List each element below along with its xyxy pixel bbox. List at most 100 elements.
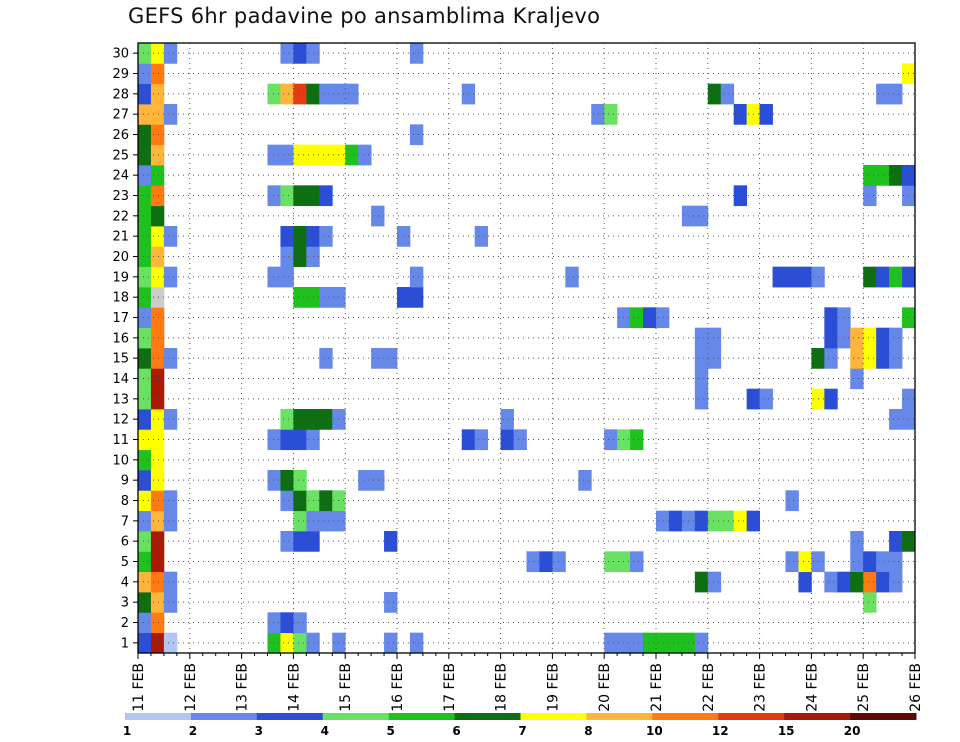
y-tick-label: 9 xyxy=(121,474,129,489)
heatmap-cell xyxy=(138,185,152,207)
heatmap-cell xyxy=(876,348,890,369)
y-tick-label: 1 xyxy=(121,636,129,651)
heatmap-cell xyxy=(668,632,683,654)
heatmap-cell xyxy=(150,368,165,390)
heatmap-cell xyxy=(513,429,527,451)
x-tick-label: 19 FEB xyxy=(545,663,561,712)
heatmap-cell xyxy=(824,348,838,369)
heatmap-cell xyxy=(630,632,644,654)
heatmap-cell xyxy=(138,348,152,369)
heatmap-cell xyxy=(707,348,722,369)
heatmap-cell xyxy=(876,266,890,288)
heatmap-cell xyxy=(267,429,281,451)
legend-tick-label: 12 xyxy=(712,724,729,738)
x-tick-label: 20 FEB xyxy=(597,663,613,712)
y-tick-label: 11 xyxy=(112,433,129,448)
y-tick-label: 26 xyxy=(112,128,129,143)
heatmap-cell xyxy=(163,226,178,247)
heatmap-cell xyxy=(876,83,890,105)
heatmap-cell xyxy=(280,266,294,288)
heatmap-cell xyxy=(138,470,152,491)
legend-swatch xyxy=(454,713,521,720)
y-tick-label: 30 xyxy=(112,47,129,62)
heatmap-cell xyxy=(280,490,294,512)
heatmap-cell xyxy=(863,185,877,207)
heatmap-cell xyxy=(267,612,281,634)
heatmap-cell xyxy=(565,266,579,288)
heatmap-cell xyxy=(876,571,890,593)
heatmap-cell xyxy=(409,287,424,308)
y-tick-label: 23 xyxy=(112,189,129,204)
heatmap-cell xyxy=(293,531,307,552)
heatmap-cell xyxy=(138,409,152,430)
heatmap-cell xyxy=(280,185,294,207)
heatmap-cell xyxy=(138,571,152,593)
heatmap-cell xyxy=(824,388,838,410)
heatmap-cell xyxy=(785,490,799,512)
legend-tick-label: 2 xyxy=(189,724,197,738)
legend-swatch xyxy=(520,713,587,720)
y-tick-label: 25 xyxy=(112,148,129,163)
heatmap-cell xyxy=(150,490,165,512)
x-tick-label: 26 FEB xyxy=(908,663,924,712)
heatmap-cell xyxy=(138,449,152,471)
heatmap-cell xyxy=(863,571,877,593)
heatmap-cell xyxy=(384,531,398,552)
heatmap-cell xyxy=(785,266,799,288)
heatmap-cell xyxy=(138,388,152,410)
heatmap-cell xyxy=(280,470,294,491)
heatmap-cell xyxy=(500,409,514,430)
heatmap-cell xyxy=(345,144,359,166)
heatmap-cell xyxy=(759,104,773,125)
heatmap-cell xyxy=(409,266,424,288)
heatmap-cell xyxy=(552,551,566,573)
legend-tick-label: 7 xyxy=(518,724,526,738)
heatmap-cell xyxy=(138,632,152,654)
heatmap-cell xyxy=(384,632,398,654)
heatmap-cell xyxy=(138,165,152,186)
heatmap-cell xyxy=(138,266,152,288)
heatmap-cell xyxy=(150,63,165,85)
heatmap-cell xyxy=(668,510,683,532)
heatmap-cell xyxy=(319,226,333,247)
heatmap-cell xyxy=(150,571,165,593)
heatmap-cell xyxy=(539,551,553,573)
heatmap-cell xyxy=(656,510,670,532)
y-tick-label: 10 xyxy=(112,453,129,468)
heatmap-cell xyxy=(733,510,748,532)
x-tick-label: 24 FEB xyxy=(804,663,820,712)
heatmap-cell xyxy=(163,409,178,430)
heatmap-cell xyxy=(138,246,152,268)
heatmap-cell xyxy=(150,409,165,430)
heatmap-cell xyxy=(694,510,709,532)
heatmap-cell xyxy=(267,144,281,166)
heatmap-cell xyxy=(150,266,165,288)
heatmap-cell xyxy=(150,327,165,349)
heatmap-cell xyxy=(604,551,618,573)
heatmap-cell xyxy=(267,470,281,491)
heatmap-cell xyxy=(358,144,372,166)
heatmap-cell xyxy=(293,632,307,654)
y-tick-label: 21 xyxy=(112,230,129,245)
heatmap-cell xyxy=(138,205,152,227)
y-tick-label: 29 xyxy=(112,67,129,82)
heatmap-cell xyxy=(293,83,307,105)
heatmap-cell xyxy=(138,124,152,146)
legend-swatch xyxy=(322,713,390,720)
heatmap-cell xyxy=(138,551,152,573)
heatmap-cell xyxy=(889,348,903,369)
heatmap-cell xyxy=(863,551,877,573)
heatmap-cell xyxy=(850,551,864,573)
heatmap-cell xyxy=(863,266,877,288)
heatmap-cell xyxy=(138,307,152,329)
heatmap-cell xyxy=(319,144,333,166)
y-tick-label: 12 xyxy=(112,413,129,428)
x-tick-label: 14 FEB xyxy=(286,663,302,712)
legend-swatch xyxy=(388,713,456,720)
heatmap-cell xyxy=(138,612,152,634)
heatmap-cell xyxy=(772,266,786,288)
heatmap-cell xyxy=(384,592,398,613)
heatmap-cell xyxy=(707,327,722,349)
heatmap-cell xyxy=(850,571,864,593)
